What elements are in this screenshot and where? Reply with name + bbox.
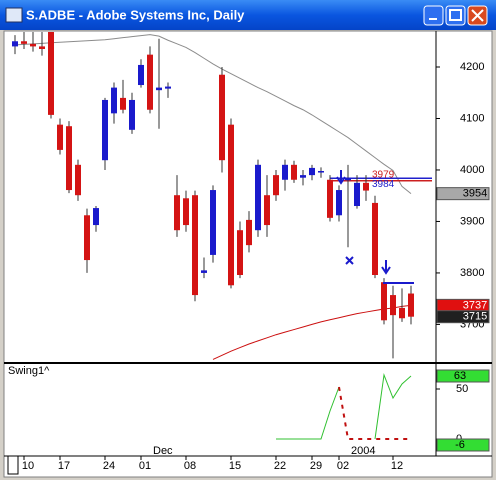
price-tag-label: 3715 bbox=[463, 311, 487, 323]
candle-body bbox=[66, 126, 72, 191]
chart-area bbox=[3, 30, 493, 478]
candle-body bbox=[48, 32, 54, 115]
candle-body bbox=[165, 86, 171, 89]
price-tag bbox=[436, 187, 490, 201]
candle-body bbox=[57, 124, 63, 150]
indicator-line bbox=[276, 373, 412, 440]
app-icon bbox=[5, 7, 23, 23]
x-tick-label: 17 bbox=[58, 460, 70, 472]
candle-body bbox=[156, 87, 162, 91]
plot: 3700380039004000410042003979398439543737… bbox=[12, 32, 490, 472]
indicator-tag bbox=[436, 369, 490, 383]
candle-body bbox=[147, 54, 153, 110]
x-tick-label: 24 bbox=[103, 460, 115, 472]
x-tick-label: 29 bbox=[310, 460, 322, 472]
candle-body bbox=[30, 43, 36, 47]
candle-body bbox=[390, 295, 396, 316]
price-tag-label: 3737 bbox=[463, 299, 487, 311]
y-tick-label: 4200 bbox=[460, 61, 484, 73]
candle-body bbox=[201, 270, 207, 273]
candle-body bbox=[381, 282, 387, 321]
candle-body bbox=[327, 179, 333, 218]
window-title: S.ADBE - Adobe Systems Inc, Daily bbox=[26, 7, 245, 22]
minimize-button[interactable] bbox=[423, 5, 444, 26]
candle-body bbox=[237, 230, 243, 275]
indicator-tag-label: 63 bbox=[454, 370, 466, 382]
x-group-label: 2004 bbox=[351, 445, 375, 457]
candle-body bbox=[354, 182, 360, 207]
panel-title: Swing1^ bbox=[8, 365, 50, 377]
candle-body bbox=[192, 195, 198, 296]
close-glyph bbox=[471, 9, 484, 22]
x-tick-label: 02 bbox=[337, 460, 349, 472]
candle-body bbox=[111, 87, 117, 114]
candle-body bbox=[228, 124, 234, 286]
x-tick-label: 10 bbox=[22, 460, 34, 472]
signal-x bbox=[345, 256, 354, 265]
candle-body bbox=[246, 219, 252, 246]
maximize-glyph bbox=[449, 9, 462, 21]
candle-body bbox=[363, 182, 369, 191]
x-tick-label: 15 bbox=[229, 460, 241, 472]
moving-average bbox=[14, 34, 412, 195]
candle-body bbox=[372, 202, 378, 275]
candle-body bbox=[174, 195, 180, 231]
indicator-line bbox=[338, 386, 411, 440]
candle-body bbox=[129, 99, 135, 130]
candle-body bbox=[300, 175, 306, 178]
candle-body bbox=[183, 198, 189, 226]
candle-body bbox=[75, 164, 81, 196]
x-tick-label: 22 bbox=[274, 460, 286, 472]
candle-body bbox=[282, 164, 288, 180]
candle-body bbox=[291, 164, 297, 180]
scroll-marker[interactable] bbox=[7, 455, 19, 475]
x-tick-label: 12 bbox=[391, 460, 403, 472]
y-tick-label: 50 bbox=[456, 383, 468, 395]
candle-body bbox=[336, 190, 342, 216]
y-tick-label: 3800 bbox=[460, 267, 484, 279]
candle-body bbox=[138, 64, 144, 86]
y-tick-label: 4000 bbox=[460, 164, 484, 176]
y-tick-label: 4100 bbox=[460, 112, 484, 124]
candle-body bbox=[219, 74, 225, 161]
candle-body bbox=[210, 190, 216, 255]
candle-body bbox=[399, 307, 405, 319]
candle-body bbox=[93, 208, 99, 226]
x-tick-label: 08 bbox=[184, 460, 196, 472]
level-label: 3984 bbox=[372, 179, 395, 190]
candle-body bbox=[21, 41, 27, 44]
candle-body bbox=[255, 164, 261, 231]
x-group-label: Dec bbox=[153, 445, 173, 457]
candle-body bbox=[408, 293, 414, 317]
candle-body bbox=[39, 46, 45, 49]
candle-body bbox=[12, 41, 18, 47]
price-tag-label: 3954 bbox=[463, 188, 487, 200]
candle-body bbox=[318, 171, 324, 173]
signal-arrow bbox=[336, 170, 346, 185]
candle-body bbox=[102, 99, 108, 161]
indicator-tag bbox=[436, 438, 490, 452]
level-label: 3979 bbox=[372, 169, 395, 180]
price-tag bbox=[436, 310, 490, 324]
candle-body bbox=[309, 167, 315, 176]
candle-body bbox=[120, 97, 126, 110]
maximize-button[interactable] bbox=[445, 5, 466, 26]
indicator-tag-label: -6 bbox=[455, 439, 465, 451]
y-tick-label: 3900 bbox=[460, 215, 484, 227]
candle-body bbox=[273, 175, 279, 196]
candle-body bbox=[84, 215, 90, 261]
candle-body bbox=[264, 195, 270, 226]
candle-body bbox=[345, 177, 351, 181]
moving-average bbox=[212, 304, 412, 360]
x-tick-label: 01 bbox=[139, 460, 151, 472]
signal-arrow bbox=[381, 260, 391, 275]
title-bar bbox=[0, 0, 496, 30]
